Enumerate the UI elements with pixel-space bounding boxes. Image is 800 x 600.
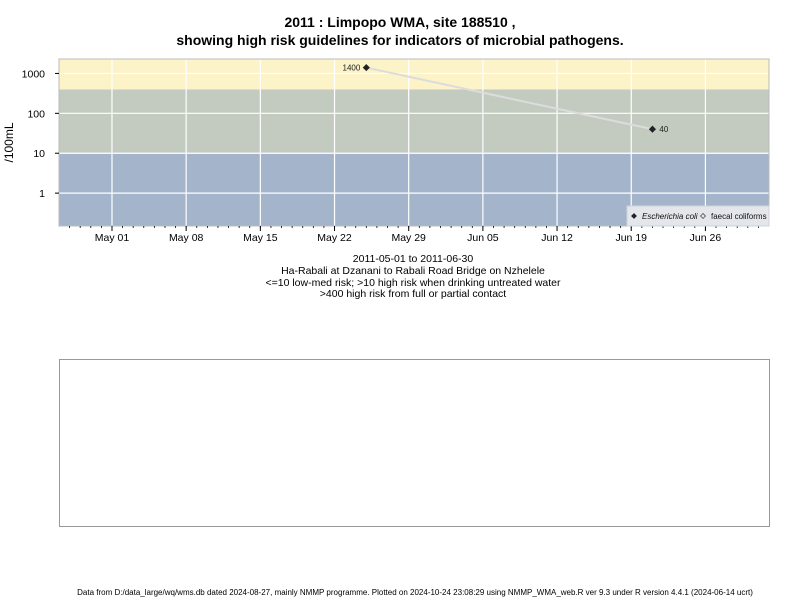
legend-marker-0 (631, 213, 637, 219)
caption-guideline-2: >400 high risk from full or partial cont… (319, 288, 507, 300)
data-label-0-0: 1400 (343, 64, 361, 73)
caption-guideline-1: <=10 low-med risk; >10 high risk when dr… (265, 277, 561, 289)
y-tick-label-3: 1000 (22, 68, 46, 80)
y-axis-label: /100mL (2, 122, 16, 162)
caption-site-name: Ha-Rabali at Dzanani to Rabali Road Brid… (281, 265, 545, 277)
legend-marker-1 (700, 213, 706, 219)
x-tick-label-6: Jun 12 (541, 232, 573, 244)
x-tick-label-5: Jun 05 (467, 232, 499, 244)
data-label-0-1: 40 (659, 125, 668, 134)
data-point-0-0 (362, 64, 370, 72)
footer-source-note: Data from D:/data_large/wq/wms.db dated … (77, 588, 753, 597)
plot-frame (58, 58, 770, 227)
chart-title-line-2: showing high risk guidelines for indicat… (176, 32, 624, 48)
chart-svg: 1 10 100 1000 May 01 May 08 May 15 May 22 May 29… (2, 58, 770, 244)
x-tick-label-4: May 29 (391, 232, 426, 244)
x-tick-label-3: May 22 (317, 232, 352, 244)
chart-title-line-1: 2011 : Limpopo WMA, site 188510 , (284, 14, 516, 30)
series-line-0 (366, 66, 653, 131)
x-tick-label-1: May 08 (169, 232, 204, 244)
caption-date-range: 2011-05-01 to 2011-06-30 (352, 253, 474, 265)
x-tick-label-0: May 01 (95, 232, 130, 244)
y-tick-label-0: 1 (39, 188, 45, 200)
x-tick-label-8: Jun 26 (690, 232, 722, 244)
y-tick-label-1: 10 (33, 148, 45, 160)
legend-label-0: Escherichia coli (642, 212, 698, 221)
legend-box (626, 205, 770, 227)
y-tick-label-2: 100 (27, 108, 45, 120)
x-tick-label-2: May 15 (243, 232, 278, 244)
empty-chart-panel (59, 359, 770, 527)
x-tick-label-7: Jun 19 (615, 232, 647, 244)
data-point-0-1 (648, 125, 656, 133)
risk-band-2 (59, 59, 769, 90)
legend-label-1: faecal coliforms (711, 212, 767, 221)
risk-band-1 (59, 89, 769, 154)
